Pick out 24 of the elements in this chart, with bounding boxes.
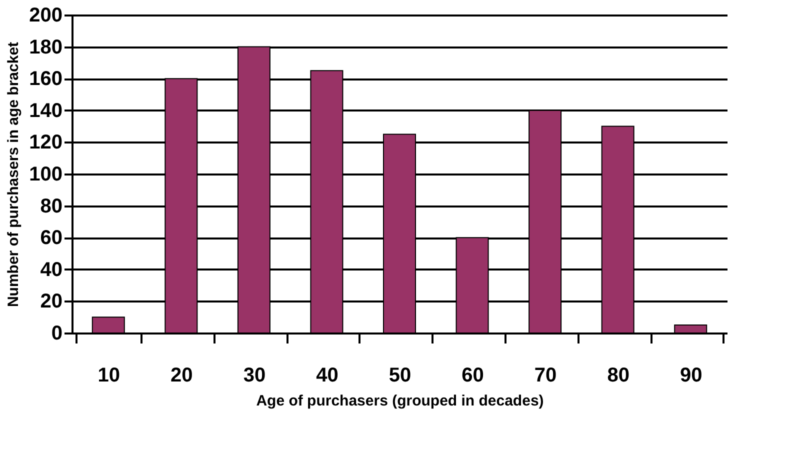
- x-tick-label: 40: [316, 364, 338, 386]
- bar: [674, 324, 708, 334]
- y-tick-label: 180: [29, 36, 62, 58]
- y-tick-label: 100: [29, 164, 62, 186]
- y-tick-label: 200: [29, 4, 62, 26]
- y-tick-label: 40: [40, 258, 62, 281]
- x-tick-label: 70: [534, 364, 557, 386]
- y-tick-label: 60: [40, 227, 62, 250]
- x-tick-label: 50: [388, 364, 412, 386]
- y-tick-label: 0: [51, 322, 62, 344]
- x-tick-label: 30: [243, 364, 266, 386]
- x-tick-label: 20: [170, 364, 193, 386]
- x-tick-label: 80: [607, 364, 630, 386]
- x-axis-title: Age of purchasers (grouped in decades): [256, 392, 544, 410]
- y-tick-label: 120: [29, 132, 62, 154]
- y-tick-label: 80: [40, 195, 62, 218]
- y-tick-label: 20: [40, 290, 62, 313]
- x-tick-label: 90: [680, 364, 702, 386]
- x-tick-label: 60: [462, 364, 484, 386]
- y-axis-title: Number of purchasers in age bracket: [5, 42, 22, 308]
- x-tick-label: 10: [98, 364, 120, 386]
- y-tick-label: 140: [29, 100, 62, 122]
- bar: [92, 316, 125, 334]
- y-tick-label: 160: [29, 68, 62, 90]
